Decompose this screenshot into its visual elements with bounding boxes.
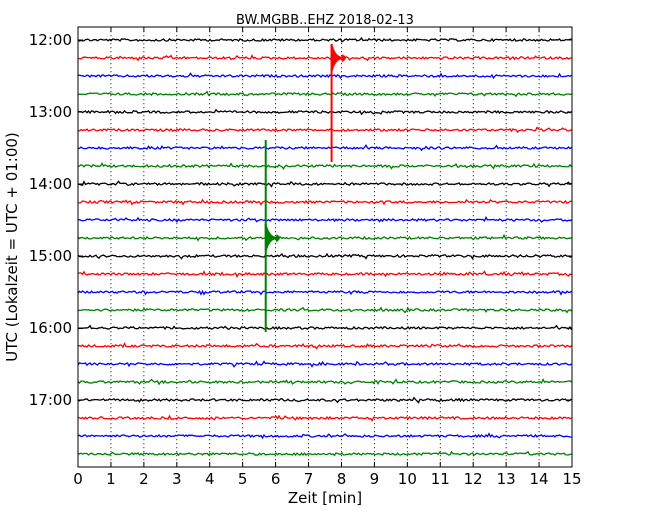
trace-line bbox=[77, 289, 572, 296]
trace-line bbox=[77, 341, 572, 350]
trace-line bbox=[77, 324, 573, 331]
x-tick-label: 9 bbox=[370, 470, 380, 488]
y-tick-label: 16:00 bbox=[29, 319, 72, 337]
x-axis-title: Zeit [min] bbox=[288, 489, 362, 507]
trace-line bbox=[77, 414, 572, 422]
seismic-events bbox=[264, 43, 347, 332]
trace-line bbox=[77, 215, 572, 223]
x-tick-label: 12 bbox=[464, 470, 483, 488]
grid bbox=[110, 27, 540, 467]
x-tick-label: 5 bbox=[238, 470, 248, 488]
x-tick-label: 4 bbox=[205, 470, 215, 488]
x-axis-ticks: 0 1 2 3 4 5 6 7 8 9 10 11 12 13 14 15 bbox=[73, 27, 582, 488]
chart-title: BW.MGBB..EHZ 2018-02-13 bbox=[236, 13, 414, 28]
trace-line bbox=[77, 198, 572, 206]
trace-line bbox=[77, 270, 572, 279]
trace-line bbox=[77, 90, 572, 98]
trace-line bbox=[77, 144, 572, 152]
x-tick-label: 15 bbox=[562, 470, 581, 488]
x-tick-label: 8 bbox=[337, 470, 347, 488]
x-tick-label: 11 bbox=[431, 470, 450, 488]
trace-line bbox=[77, 377, 572, 386]
x-tick-label: 6 bbox=[271, 470, 281, 488]
x-tick-label: 7 bbox=[304, 470, 314, 488]
trace-line bbox=[77, 432, 572, 440]
trace-line bbox=[77, 396, 572, 404]
x-tick-label: 0 bbox=[73, 470, 83, 488]
trace-line bbox=[77, 233, 572, 242]
plot-background bbox=[78, 27, 572, 467]
trace-line bbox=[77, 108, 572, 116]
event-wiggle bbox=[264, 223, 281, 251]
x-tick-label: 2 bbox=[139, 470, 149, 488]
plot-frame bbox=[77, 26, 573, 468]
y-tick-label: 15:00 bbox=[29, 247, 72, 265]
x-tick-label: 13 bbox=[497, 470, 516, 488]
trace-line bbox=[77, 306, 572, 314]
y-axis-title: UTC (Lokalzeit = UTC + 01:00) bbox=[3, 132, 21, 362]
y-tick-label: 13:00 bbox=[29, 103, 72, 121]
trace-line bbox=[77, 72, 572, 80]
trace-line bbox=[77, 161, 573, 170]
trace-line bbox=[77, 360, 572, 368]
trace-line bbox=[77, 252, 572, 260]
y-axis-ticks: 12:00 13:00 14:00 15:00 16:00 17:00 bbox=[29, 31, 572, 409]
x-tick-label: 10 bbox=[398, 470, 417, 488]
seismic-traces bbox=[77, 36, 573, 457]
trace-line bbox=[77, 126, 572, 134]
y-tick-label: 17:00 bbox=[29, 391, 72, 409]
trace-line bbox=[77, 54, 572, 62]
trace-line bbox=[77, 36, 572, 43]
trace-line bbox=[77, 180, 572, 188]
event-wiggle bbox=[330, 43, 347, 71]
x-tick-label: 1 bbox=[106, 470, 116, 488]
x-tick-label: 14 bbox=[530, 470, 549, 488]
x-tick-label: 3 bbox=[172, 470, 182, 488]
y-tick-label: 12:00 bbox=[29, 31, 72, 49]
trace-line bbox=[77, 450, 572, 457]
y-tick-label: 14:00 bbox=[29, 175, 72, 193]
